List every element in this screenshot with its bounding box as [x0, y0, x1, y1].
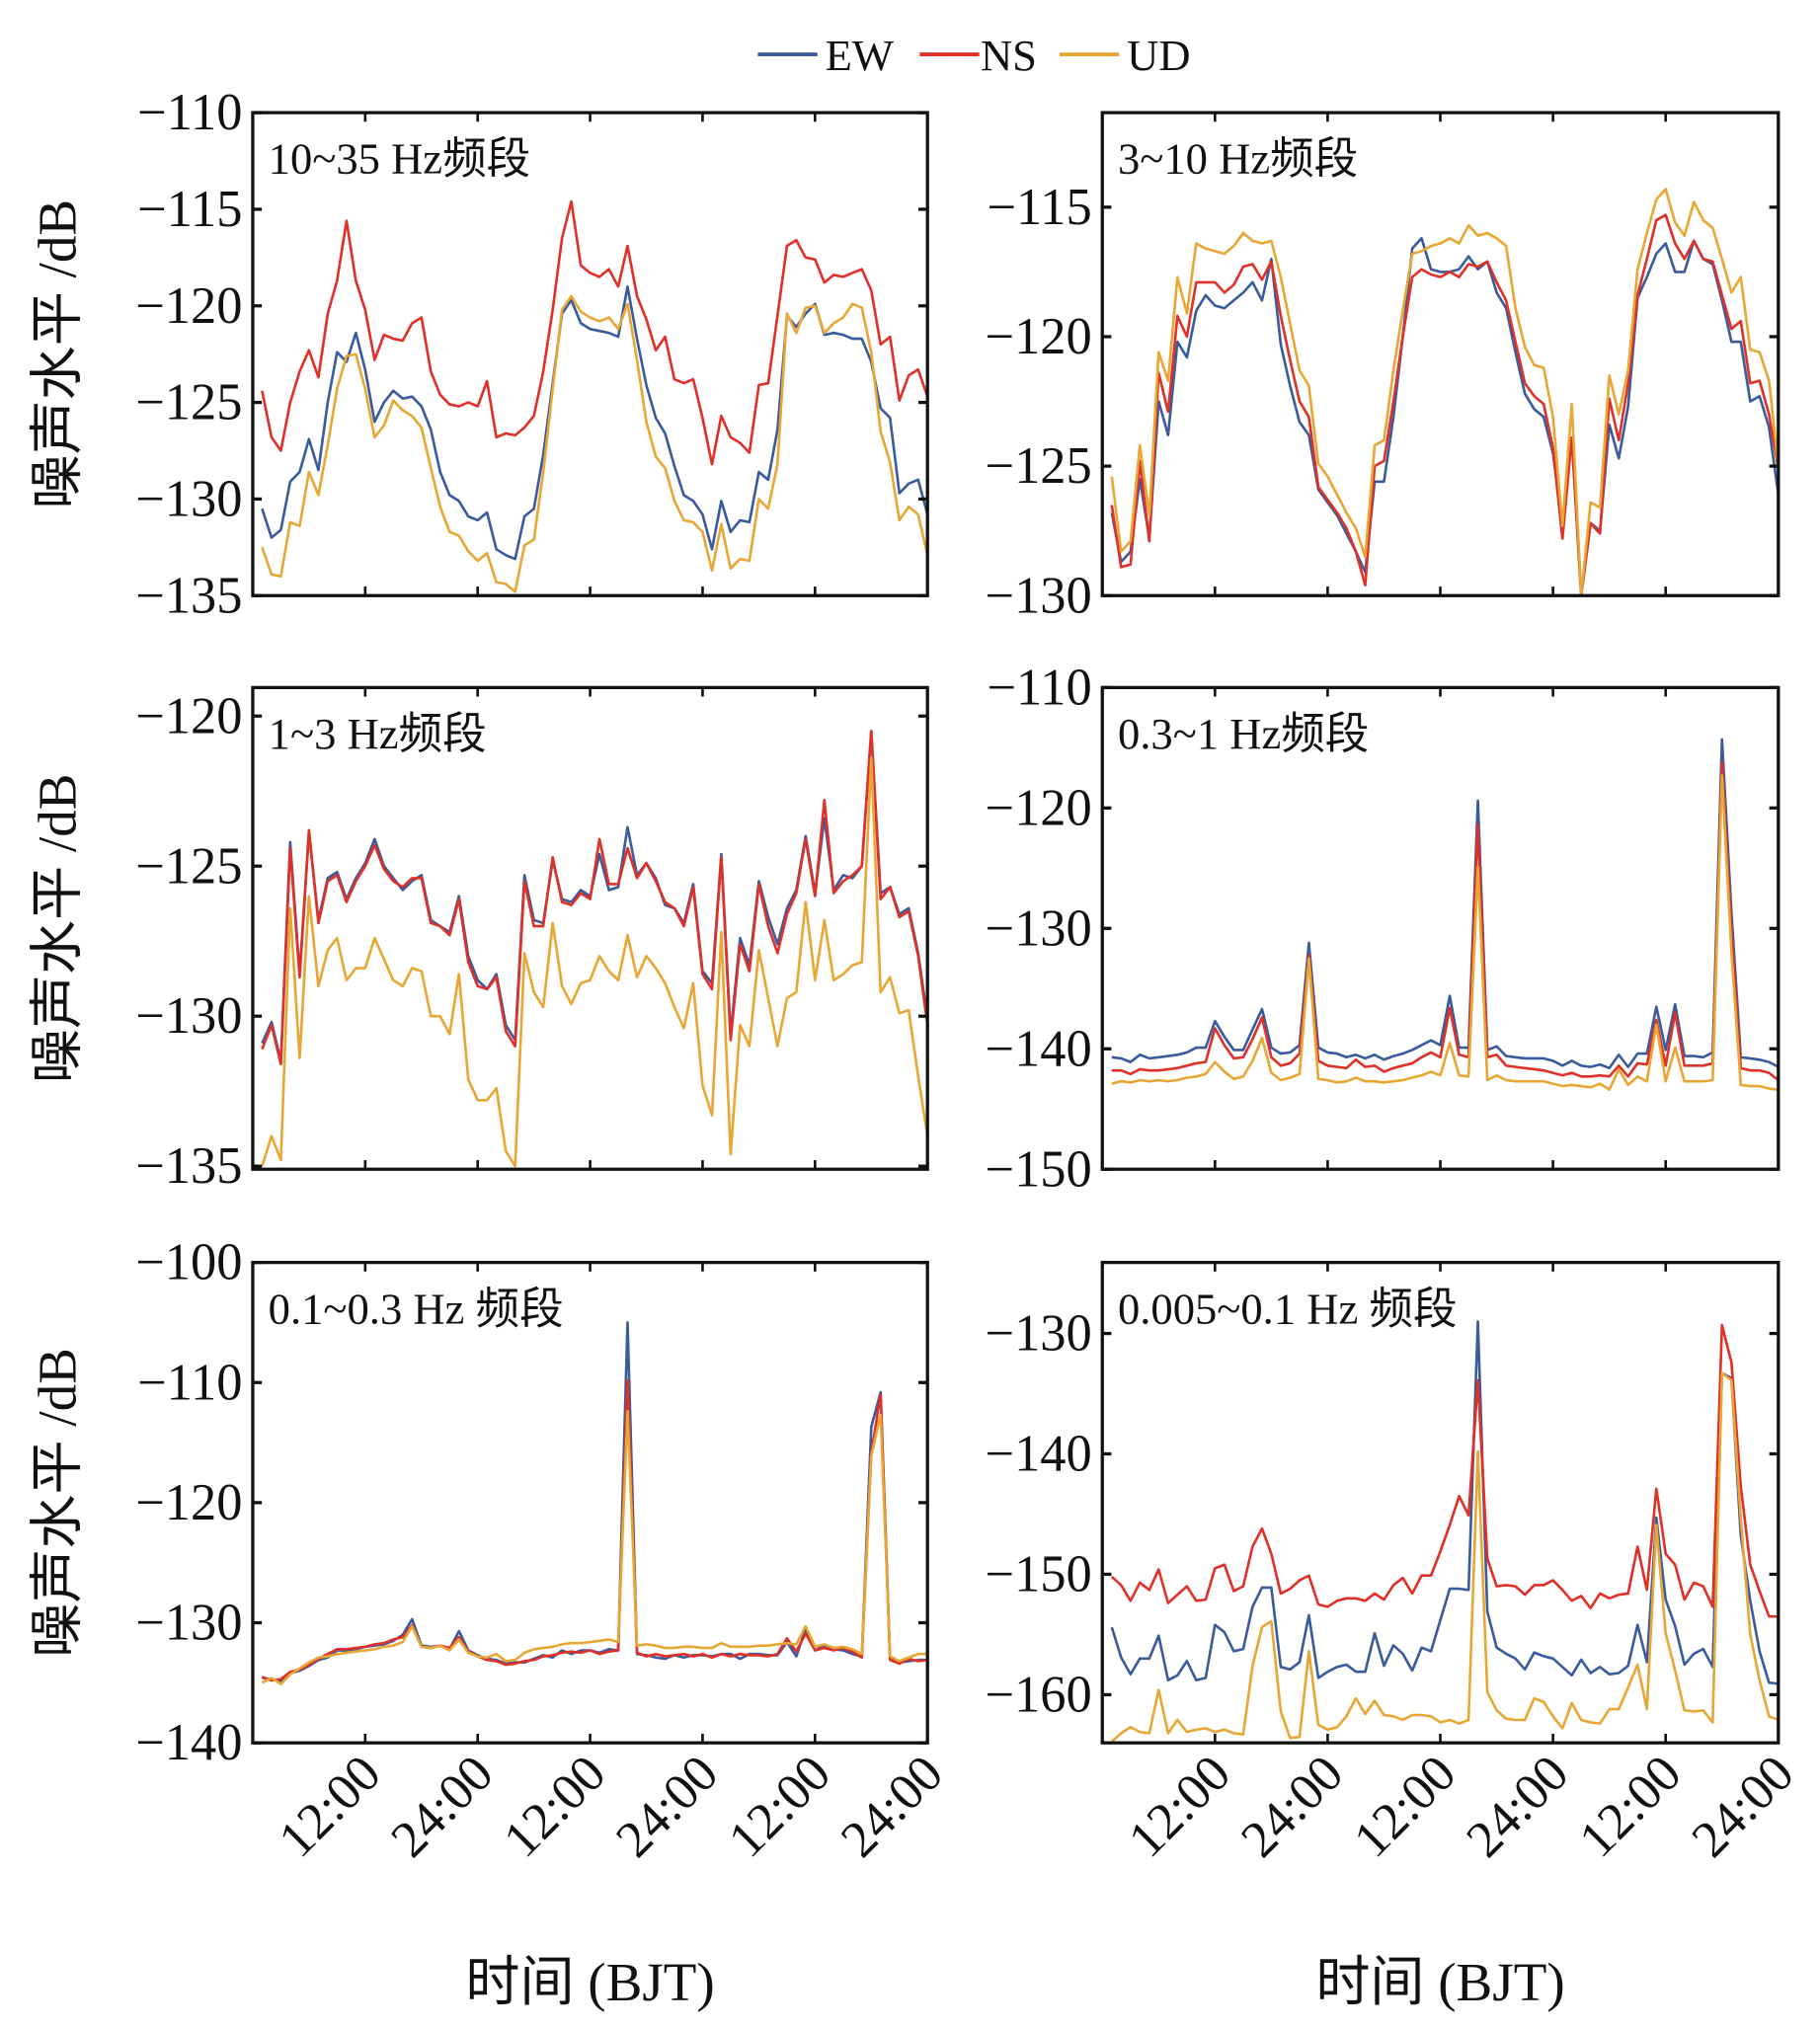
y-tick-label: −125 — [986, 437, 1092, 495]
legend: EW NS UD — [757, 31, 1191, 80]
y-axis-title: 噪声水平 /dB — [27, 199, 87, 509]
y-tick-label: −125 — [135, 837, 242, 895]
x-tick-label: 24:00 — [380, 1745, 504, 1868]
y-tick-label: −135 — [135, 1137, 242, 1195]
y-tick-label: −140 — [135, 1714, 242, 1771]
legend-label: UD — [1127, 31, 1190, 80]
x-tick-label: 24:00 — [1681, 1745, 1804, 1868]
panel-title: 1~3 Hz频段 — [269, 709, 487, 758]
series-line-ew — [1111, 738, 1779, 1070]
y-tick-label: −115 — [987, 179, 1091, 236]
y-tick-label: −110 — [987, 659, 1091, 716]
y-tick-label: −120 — [986, 308, 1092, 365]
series-line-ns — [261, 730, 928, 1066]
series-line-ud — [261, 756, 928, 1168]
y-tick-label: −115 — [137, 181, 242, 238]
panel-title: 0.005~0.1 Hz 频段 — [1118, 1284, 1458, 1333]
series-line-ew — [261, 730, 928, 1063]
panel-title: 3~10 Hz频段 — [1118, 134, 1358, 184]
y-tick-label: −150 — [986, 1546, 1092, 1603]
plot-frame — [251, 1260, 929, 1745]
y-tick-label: −130 — [135, 987, 242, 1045]
series-line-ud — [1110, 188, 1779, 596]
y-tick-label: −130 — [986, 1305, 1092, 1363]
x-axis-title: 时间 (BJT) — [1315, 1952, 1564, 2012]
y-tick-label: −140 — [986, 1020, 1092, 1077]
y-tick-label: −120 — [986, 779, 1092, 836]
series-line-ns — [261, 199, 928, 466]
series-group — [261, 730, 928, 1168]
panel-3: −110 −120 −130 −140 −150 0.3~1 Hz频段 — [986, 659, 1780, 1198]
series-group — [261, 1321, 928, 1685]
series-group — [261, 199, 928, 593]
legend-item-ns: NS — [919, 31, 1037, 80]
series-line-ud — [261, 294, 928, 593]
series-line-ud — [1110, 1371, 1779, 1743]
series-group — [1111, 738, 1779, 1092]
series-line-ud — [261, 1410, 928, 1685]
x-tick-label: 12:00 — [718, 1745, 841, 1868]
series-line-ns — [1110, 1323, 1779, 1618]
x-tick-label: 12:00 — [1118, 1745, 1241, 1868]
panel-title: 10~35 Hz频段 — [269, 134, 531, 184]
legend-item-ud: UD — [1059, 31, 1191, 80]
y-tick-label: −110 — [137, 1354, 242, 1411]
y-tick-label: −125 — [135, 374, 242, 431]
panel-5: −130−140−150−16012:0024:0012:0024:0012:0… — [986, 1260, 1805, 2012]
series-line-ns — [1111, 760, 1779, 1082]
series-line-ew — [261, 284, 928, 561]
y-tick-label: −130 — [135, 470, 242, 527]
legend-label: NS — [981, 31, 1037, 80]
panel-title: 0.1~0.3 Hz 频段 — [269, 1284, 564, 1333]
plot-frame — [1100, 1260, 1780, 1745]
series-group — [1110, 188, 1779, 596]
y-tick-label: −120 — [135, 277, 242, 335]
x-tick-label: 12:00 — [1343, 1745, 1466, 1868]
plot-frame — [1100, 111, 1780, 597]
panel-title: 0.3~1 Hz频段 — [1118, 709, 1369, 758]
series-line-ud — [1111, 774, 1779, 1092]
x-tick-label: 24:00 — [1456, 1745, 1579, 1868]
y-tick-label: −135 — [135, 567, 242, 624]
y-tick-label: −110 — [137, 84, 242, 141]
panel-4: −100−110−120−130−14012:0024:0012:0024:00… — [27, 1234, 954, 2012]
series-group — [1110, 1320, 1779, 1743]
series-line-ew — [262, 1321, 928, 1683]
y-tick-label: −120 — [135, 687, 242, 744]
y-tick-label: −130 — [986, 899, 1092, 957]
series-line-ew — [1110, 236, 1779, 596]
y-tick-label: −160 — [986, 1666, 1092, 1723]
x-tick-label: 24:00 — [1230, 1745, 1354, 1868]
y-tick-label: −120 — [135, 1474, 242, 1531]
plot-frame — [1100, 685, 1780, 1171]
y-tick-label: −130 — [986, 567, 1092, 624]
x-tick-label: 12:00 — [493, 1745, 616, 1868]
y-axis-title: 噪声水平 /dB — [27, 1348, 87, 1658]
x-axis-title: 时间 (BJT) — [465, 1952, 714, 2012]
series-line-ns — [1110, 213, 1779, 596]
y-axis-title: 噪声水平 /dB — [27, 774, 87, 1084]
legend-item-ew: EW — [757, 31, 894, 80]
x-tick-label: 24:00 — [605, 1745, 729, 1868]
series-line-ew — [1110, 1320, 1779, 1685]
x-tick-label: 12:00 — [268, 1745, 391, 1868]
y-tick-label: −150 — [986, 1140, 1092, 1198]
y-tick-label: −130 — [135, 1595, 242, 1652]
panel-1: −115 −120 −125 −130 3~10 Hz频段 — [986, 111, 1780, 624]
y-tick-label: −100 — [135, 1234, 242, 1291]
legend-label: EW — [826, 31, 894, 80]
series-line-ns — [261, 1378, 928, 1682]
x-tick-label: 12:00 — [1568, 1745, 1692, 1868]
y-tick-label: −140 — [986, 1426, 1092, 1483]
x-tick-label: 24:00 — [831, 1745, 954, 1868]
